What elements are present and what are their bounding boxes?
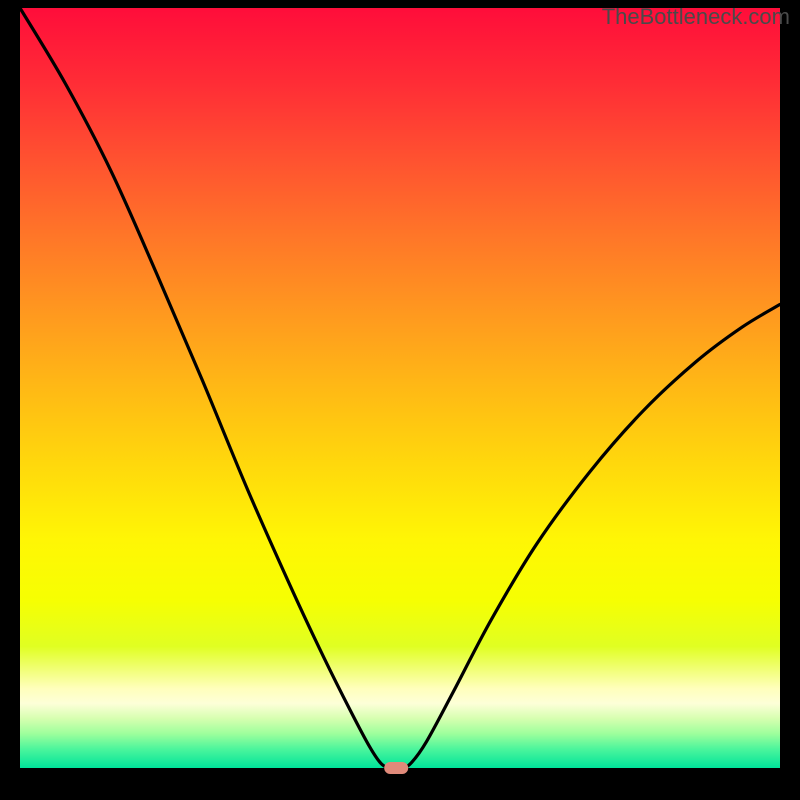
watermark-text: TheBottleneck.com: [602, 4, 790, 29]
optimal-marker: [384, 762, 408, 774]
bottleneck-chart: TheBottleneck.com: [0, 0, 800, 800]
